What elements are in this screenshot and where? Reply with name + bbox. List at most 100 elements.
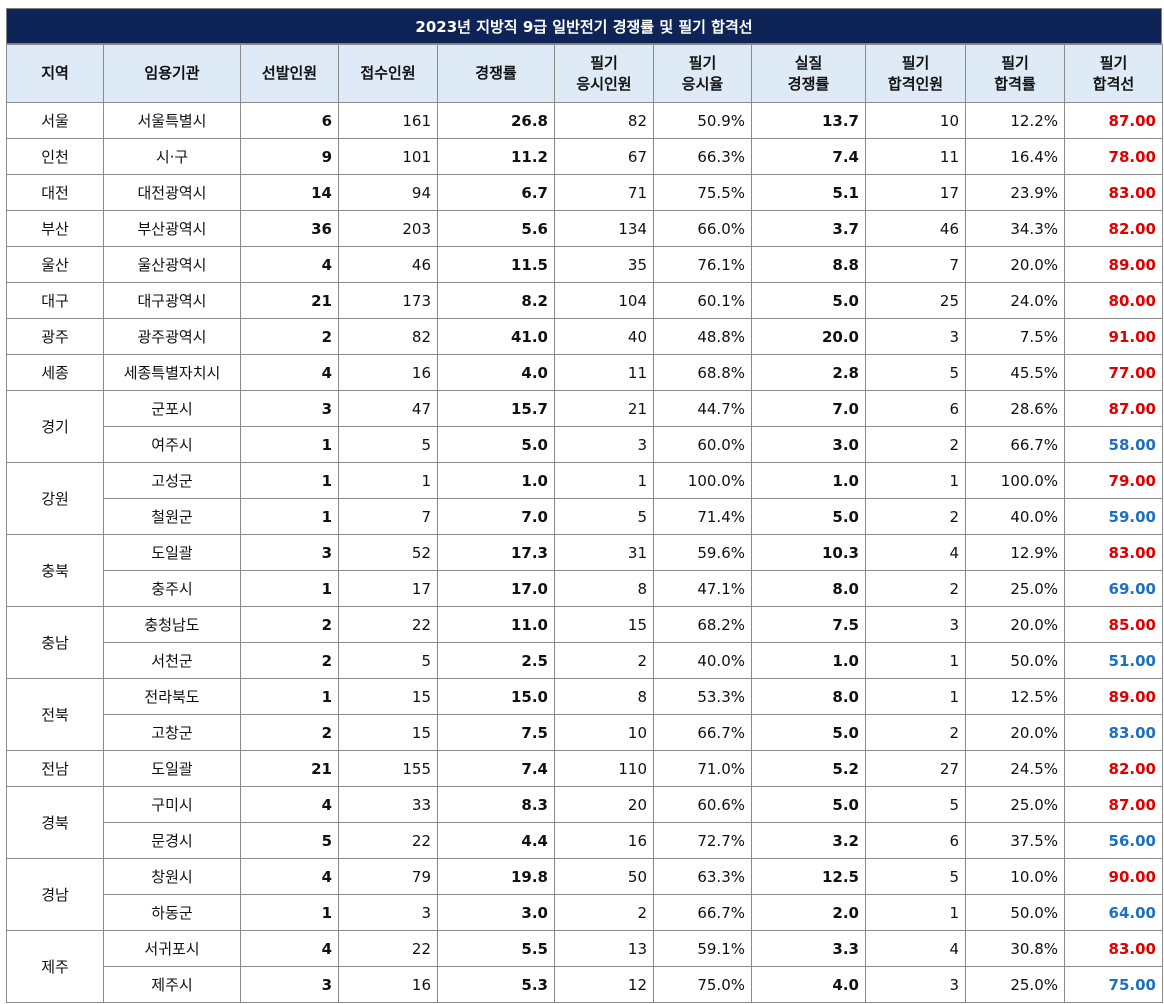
selected-count-cell: 1 — [240, 426, 339, 463]
real-ratio-cell: 8.8 — [751, 246, 866, 283]
real-ratio-cell: 12.5 — [751, 858, 866, 895]
competition-ratio-cell: 15.7 — [437, 390, 555, 427]
table-row: 제주 서귀포시 4 22 5.5 13 59.1% 3.3 4 30.8% 83.00 — [6, 930, 1163, 1003]
applied-count-cell: 3 — [338, 894, 438, 931]
region-cell: 경남 — [6, 858, 104, 931]
pass-rate-cell: 45.5% — [965, 354, 1065, 391]
real-ratio-cell: 2.8 — [751, 354, 866, 391]
cutoff-score-cell: 69.00 — [1064, 570, 1163, 607]
real-ratio-cell: 5.1 — [751, 174, 866, 211]
pass-rate-cell: 7.5% — [965, 318, 1065, 355]
exam-rate-cell: 53.3% — [653, 678, 752, 715]
passed-count-cell: 2 — [865, 426, 966, 463]
exam-rate-cell: 71.0% — [653, 750, 752, 787]
applied-count-cell: 52 — [338, 534, 438, 571]
agency-cell: 대전광역시 — [103, 174, 241, 211]
pass-rate-cell: 23.9% — [965, 174, 1065, 211]
competition-ratio-cell: 8.3 — [437, 786, 555, 823]
agency-cell: 창원시 — [103, 858, 241, 895]
region-cell: 전남 — [6, 750, 104, 787]
real-ratio-cell: 8.0 — [751, 678, 866, 715]
applied-count-cell: 22 — [338, 606, 438, 643]
applied-count-cell: 5 — [338, 642, 438, 679]
selected-count-cell: 1 — [240, 894, 339, 931]
selected-count-cell: 1 — [240, 462, 339, 499]
column-header-line: 지역 — [41, 64, 69, 82]
exam-takers-cell: 20 — [554, 786, 654, 823]
header-row: 지역 임용기관 선발인원 접수인원 경쟁률 필기 응시인원 필기 응시율 실질 경쟁률 필기 합격인원 필… — [6, 44, 1163, 103]
column-header-line: 필기 — [1099, 53, 1128, 72]
region-cell: 세종 — [6, 354, 104, 391]
pass-rate-cell: 50.0% — [965, 642, 1065, 679]
exam-takers-cell: 15 — [554, 606, 654, 643]
real-ratio-cell: 10.3 — [751, 534, 866, 571]
column-header: 선발인원 — [240, 44, 339, 103]
applied-count-cell: 173 — [338, 282, 438, 319]
exam-takers-cell: 8 — [554, 678, 654, 715]
selected-count-cell: 4 — [240, 930, 339, 967]
exam-rate-cell: 59.1% — [653, 930, 752, 967]
exam-rate-cell: 66.7% — [653, 714, 752, 751]
pass-rate-cell: 12.5% — [965, 678, 1065, 715]
selected-count-cell: 3 — [240, 966, 339, 1003]
competition-ratio-cell: 2.5 — [437, 642, 555, 679]
column-header-line: 필기 — [688, 53, 717, 72]
region-cell: 경기 — [6, 390, 104, 463]
pass-rate-cell: 25.0% — [965, 786, 1065, 823]
selected-count-cell: 3 — [240, 534, 339, 571]
cutoff-score-cell: 58.00 — [1064, 426, 1163, 463]
competition-ratio-cell: 7.5 — [437, 714, 555, 751]
applied-count-cell: 5 — [338, 426, 438, 463]
passed-count-cell: 4 — [865, 534, 966, 571]
applied-count-cell: 203 — [338, 210, 438, 247]
column-header-line: 합격인원 — [887, 74, 944, 93]
table-row: 고창군 2 15 7.5 10 66.7% 5.0 2 20.0% 83.00 — [7, 714, 1163, 751]
passed-count-cell: 3 — [865, 606, 966, 643]
column-header-line: 선발인원 — [261, 64, 318, 82]
cutoff-score-cell: 51.00 — [1064, 642, 1163, 679]
column-header-line: 응시인원 — [576, 74, 632, 93]
exam-takers-cell: 134 — [554, 210, 654, 247]
real-ratio-cell: 20.0 — [751, 318, 866, 355]
cutoff-score-cell: 83.00 — [1064, 714, 1163, 751]
agency-cell: 전라북도 — [103, 678, 241, 715]
table-row: 제주시 3 16 5.3 12 75.0% 4.0 3 25.0% 75.00 — [7, 966, 1163, 1003]
agency-cell: 고창군 — [103, 714, 241, 751]
column-header: 실질 경쟁률 — [751, 44, 866, 103]
real-ratio-cell: 7.0 — [751, 390, 866, 427]
exam-rate-cell: 68.8% — [653, 354, 752, 391]
column-header-line: 필기 — [1001, 53, 1029, 72]
agency-cell: 고성군 — [103, 462, 241, 499]
table-row: 철원군 1 7 7.0 5 71.4% 5.0 2 40.0% 59.00 — [7, 498, 1163, 535]
real-ratio-cell: 2.0 — [751, 894, 866, 931]
selected-count-cell: 1 — [240, 570, 339, 607]
passed-count-cell: 5 — [865, 786, 966, 823]
competition-ratio-cell: 15.0 — [437, 678, 555, 715]
passed-count-cell: 25 — [865, 282, 966, 319]
agency-cell: 세종특별자치시 — [103, 354, 241, 391]
cutoff-score-cell: 78.00 — [1064, 138, 1163, 175]
real-ratio-cell: 5.0 — [751, 714, 866, 751]
column-header-line: 실질 — [794, 53, 823, 72]
region-cell: 경북 — [6, 786, 104, 859]
selected-count-cell: 21 — [240, 750, 339, 787]
passed-count-cell: 6 — [865, 822, 966, 859]
selected-count-cell: 1 — [240, 498, 339, 535]
results-table-container: 2023년 지방직 9급 일반전기 경쟁률 및 필기 합격선 지역 임용기관 선발인… — [6, 8, 1163, 1003]
selected-count-cell: 2 — [240, 714, 339, 751]
pass-rate-cell: 50.0% — [965, 894, 1065, 931]
agency-cell: 문경시 — [103, 822, 241, 859]
exam-takers-cell: 31 — [554, 534, 654, 571]
column-header-line: 경쟁률 — [475, 64, 517, 82]
results-table: 지역 임용기관 선발인원 접수인원 경쟁률 필기 응시인원 필기 응시율 실질 경쟁률 필기 합격인원 필… — [6, 44, 1163, 1003]
exam-rate-cell: 68.2% — [653, 606, 752, 643]
cutoff-score-cell: 82.00 — [1064, 750, 1163, 787]
applied-count-cell: 15 — [338, 714, 438, 751]
column-header-line: 필기 — [590, 53, 618, 72]
selected-count-cell: 4 — [240, 858, 339, 895]
cutoff-score-cell: 79.00 — [1064, 462, 1163, 499]
region-cell: 광주 — [6, 318, 104, 355]
passed-count-cell: 27 — [865, 750, 966, 787]
exam-takers-cell: 1 — [554, 462, 654, 499]
passed-count-cell: 6 — [865, 390, 966, 427]
